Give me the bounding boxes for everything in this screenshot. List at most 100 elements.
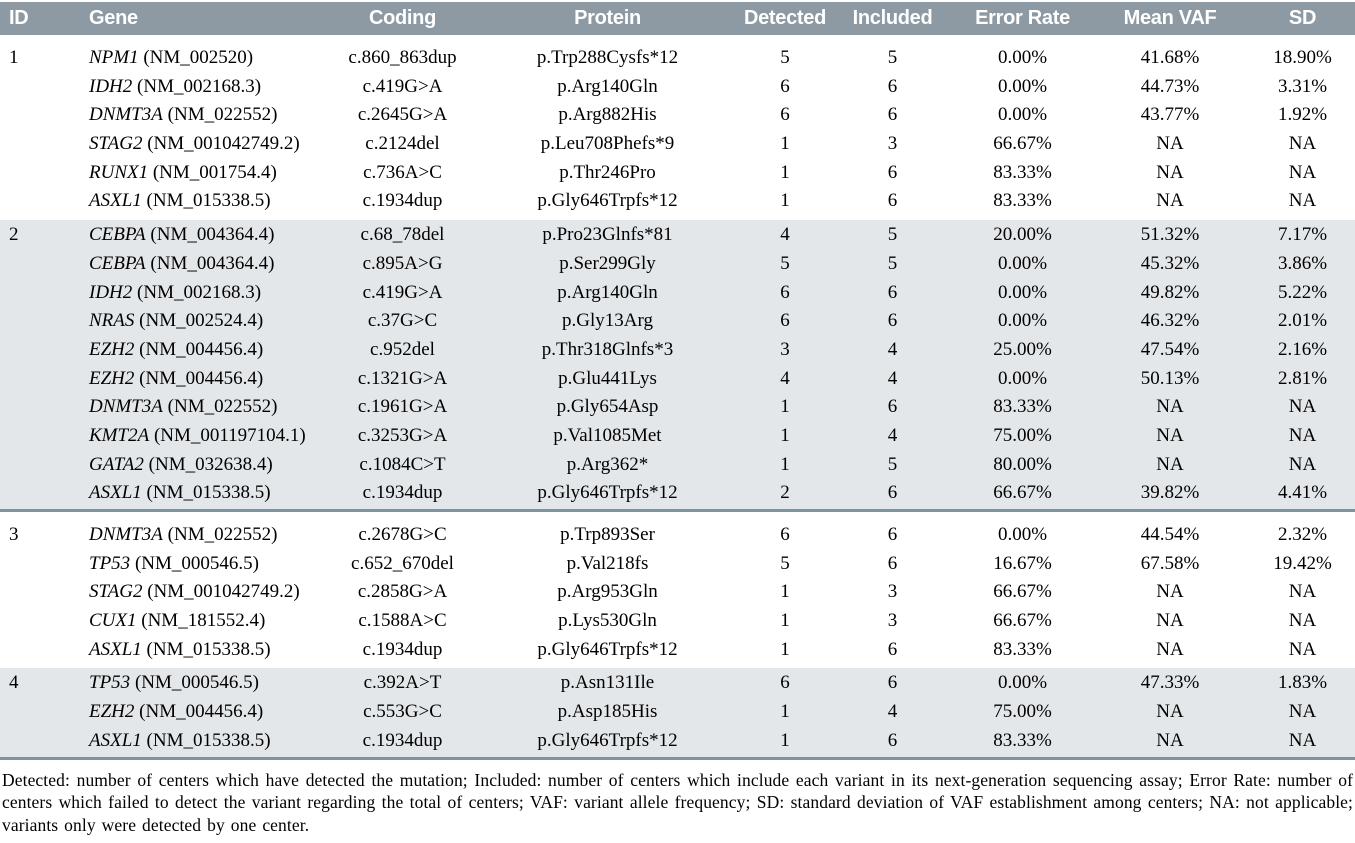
table-body: 1 NPM1 (NM_002520) c.860_863dup p.Trp288Cys… — [0, 35, 1355, 760]
cell-included: 6 — [887, 190, 898, 212]
cell-sd: NA — [1288, 610, 1317, 632]
gene-transcript: (NM_001042749.2) — [142, 133, 300, 155]
cell-detected: 5 — [780, 552, 790, 574]
cell-gene: DNMT3A (NM_022552) — [75, 393, 330, 422]
gene-transcript: (NM_015338.5) — [141, 638, 271, 660]
gene-transcript: (NM_004456.4) — [134, 701, 264, 723]
cell-sd: 1.83% — [1277, 672, 1328, 694]
cell-gene: NRAS (NM_002524.4) — [75, 307, 330, 336]
cell-group-id: 1 — [9, 47, 19, 68]
table-row: CEBPA (NM_004364.4) c.895A>G p.Ser299Gly 5 5… — [0, 250, 1355, 279]
cell-gene: EZH2 (NM_004456.4) — [75, 698, 330, 727]
cell-mean-vaf: 44.54% — [1140, 524, 1200, 545]
cell-detected: 1 — [780, 638, 790, 660]
cell-sd: 3.86% — [1277, 252, 1328, 274]
cell-mean-vaf: NA — [1156, 581, 1184, 603]
cell-included: 6 — [887, 638, 898, 660]
cell-gene: IDH2 (NM_002168.3) — [75, 279, 330, 308]
cell-included: 4 — [887, 367, 898, 389]
column-header-detected: Detected — [743, 7, 827, 29]
table-row: EZH2 (NM_004456.4) c.553G>C p.Asp185His 1 4 7… — [0, 698, 1355, 727]
cell-protein: p.Gly646Trpfs*12 — [537, 190, 678, 212]
gene-symbol: RUNX1 — [89, 161, 149, 183]
cell-coding: c.68_78del — [360, 224, 445, 246]
table-row: NRAS (NM_002524.4) c.37G>C p.Gly13Arg 6 6 0.0… — [0, 307, 1355, 336]
cell-error-rate: 75.00% — [993, 424, 1052, 446]
cell-coding: c.1934dup — [362, 482, 443, 504]
cell-coding: c.895A>G — [362, 252, 443, 274]
cell-sd: NA — [1288, 453, 1317, 475]
gene-transcript: (NM_004456.4) — [134, 338, 264, 360]
table-row: ASXL1 (NM_015338.5) c.1934dup p.Gly646Trpf… — [0, 479, 1355, 508]
gene-symbol: IDH2 — [89, 75, 133, 97]
cell-detected: 1 — [780, 424, 790, 446]
cell-error-rate: 0.00% — [997, 75, 1048, 97]
cell-error-rate: 80.00% — [993, 453, 1052, 475]
group-band-3: 3 DNMT3A (NM_022552) c.2678G>C p.Trp893Ser 6… — [0, 512, 1355, 669]
cell-mean-vaf: NA — [1156, 133, 1184, 155]
cell-gene: ASXL1 (NM_015338.5) — [75, 187, 330, 216]
cell-included: 5 — [887, 453, 898, 475]
gene-symbol: STAG2 — [89, 133, 143, 155]
table-row: KMT2A (NM_001197104.1) c.3253G>A p.Val1085… — [0, 422, 1355, 451]
cell-mean-vaf: NA — [1156, 638, 1184, 660]
cell-included: 6 — [887, 672, 898, 694]
cell-protein: p.Arg140Gln — [557, 75, 658, 97]
cell-detected: 4 — [780, 224, 790, 246]
gene-symbol: GATA2 — [89, 453, 144, 475]
cell-included: 3 — [887, 133, 898, 155]
table-row: ASXL1 (NM_015338.5) c.1934dup p.Gly646Trpf… — [0, 727, 1355, 756]
cell-gene: EZH2 (NM_004456.4) — [75, 336, 330, 365]
cell-error-rate: 20.00% — [993, 224, 1052, 246]
cell-error-rate: 0.00% — [997, 367, 1048, 389]
cell-coding: c.419G>A — [362, 281, 443, 303]
cell-error-rate: 75.00% — [993, 701, 1052, 723]
table-row: IDH2 (NM_002168.3) c.419G>A p.Arg140Gln 6 6 0… — [0, 279, 1355, 308]
cell-error-rate: 66.67% — [993, 482, 1052, 504]
cell-protein: p.Thr318Glnfs*3 — [541, 338, 674, 360]
table-row: EZH2 (NM_004456.4) c.1321G>A p.Glu441Lys 4 4… — [0, 365, 1355, 394]
gene-symbol: KMT2A — [89, 424, 150, 446]
cell-included: 5 — [887, 224, 898, 246]
cell-gene: GATA2 (NM_032638.4) — [75, 451, 330, 480]
table-row: 2 CEBPA (NM_004364.4) c.68_78del p.Pro23Gln… — [0, 221, 1355, 250]
cell-coding: c.37G>C — [367, 310, 438, 332]
cell-sd: 1.92% — [1277, 104, 1328, 126]
cell-coding: c.1084C>T — [359, 453, 446, 475]
cell-included: 6 — [887, 281, 898, 303]
cell-mean-vaf: NA — [1156, 729, 1184, 751]
cell-error-rate: 0.00% — [997, 524, 1048, 545]
cell-included: 6 — [887, 729, 898, 751]
cell-group-id: 3 — [9, 524, 19, 545]
gene-symbol: CUX1 — [89, 610, 137, 632]
gene-symbol: DNMT3A — [89, 104, 163, 126]
cell-protein: p.Arg953Gln — [557, 581, 658, 603]
gene-symbol: CEBPA — [89, 224, 146, 246]
cell-detected: 6 — [780, 524, 790, 545]
cell-gene: TP53 (NM_000546.5) — [75, 669, 330, 698]
table-row: DNMT3A (NM_022552) c.2645G>A p.Arg882His 6 6… — [0, 101, 1355, 130]
cell-gene: DNMT3A (NM_022552) — [75, 521, 330, 550]
cell-included: 3 — [887, 610, 898, 632]
group-band-1: 1 NPM1 (NM_002520) c.860_863dup p.Trp288Cys… — [0, 35, 1355, 221]
cell-protein: p.Arg882His — [558, 104, 657, 126]
cell-detected: 2 — [780, 482, 790, 504]
cell-coding: c.1961G>A — [357, 396, 448, 418]
cell-error-rate: 66.67% — [993, 610, 1052, 632]
cell-included: 6 — [887, 396, 898, 418]
cell-gene: NPM1 (NM_002520) — [75, 44, 330, 73]
cell-gene: ASXL1 (NM_015338.5) — [75, 479, 330, 508]
column-header-included: Included — [852, 7, 933, 29]
table-row: STAG2 (NM_001042749.2) c.2858G>A p.Arg953G… — [0, 578, 1355, 607]
cell-sd: NA — [1288, 581, 1317, 603]
cell-protein: p.Asn131Ile — [560, 672, 655, 694]
cell-gene: CEBPA (NM_004364.4) — [75, 221, 330, 250]
cell-error-rate: 83.33% — [993, 396, 1052, 418]
cell-included: 6 — [887, 524, 898, 545]
column-header-sd: SD — [1288, 7, 1317, 29]
cell-mean-vaf: 49.82% — [1140, 281, 1200, 303]
gene-symbol: ASXL1 — [89, 190, 142, 212]
cell-detected: 1 — [780, 190, 790, 212]
cell-gene: ASXL1 (NM_015338.5) — [75, 727, 330, 756]
